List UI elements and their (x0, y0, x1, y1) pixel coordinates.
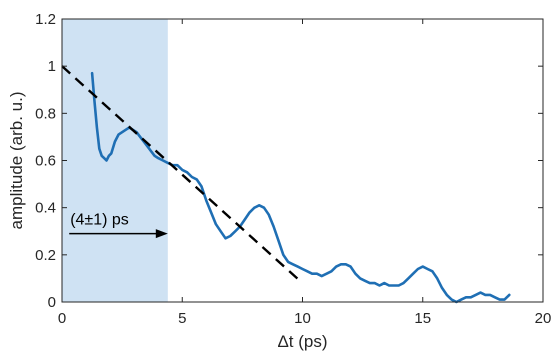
y-ticks: 0 0.2 0.4 0.6 0.8 1 1.2 (35, 11, 543, 311)
y-tick-label: 1.2 (35, 11, 56, 28)
x-tick-label: 15 (414, 310, 431, 327)
x-tick-label: 10 (294, 310, 311, 327)
y-tick-label: 1 (48, 58, 56, 75)
annotation: (4±1) ps (69, 212, 168, 239)
data-line (90, 71, 511, 304)
y-tick-label: 0.2 (35, 247, 56, 264)
y-tick-label: 0.4 (35, 200, 56, 217)
x-tick-label: 20 (535, 310, 552, 327)
y-tick-label: 0.8 (35, 105, 56, 122)
x-tick-label: 5 (178, 310, 186, 327)
shaded-region (62, 19, 168, 302)
x-axis-label: Δt (ps) (277, 332, 327, 351)
y-tick-label: 0 (48, 294, 56, 311)
annotation-arrow-head (155, 229, 168, 239)
x-tick-label: 0 (58, 310, 66, 327)
annotation-label: (4±1) ps (70, 212, 129, 229)
x-ticks: 0 5 10 15 20 (58, 19, 552, 327)
y-axis-label: amplitude (arb. u.) (7, 92, 26, 230)
y-tick-label: 0.6 (35, 153, 56, 170)
